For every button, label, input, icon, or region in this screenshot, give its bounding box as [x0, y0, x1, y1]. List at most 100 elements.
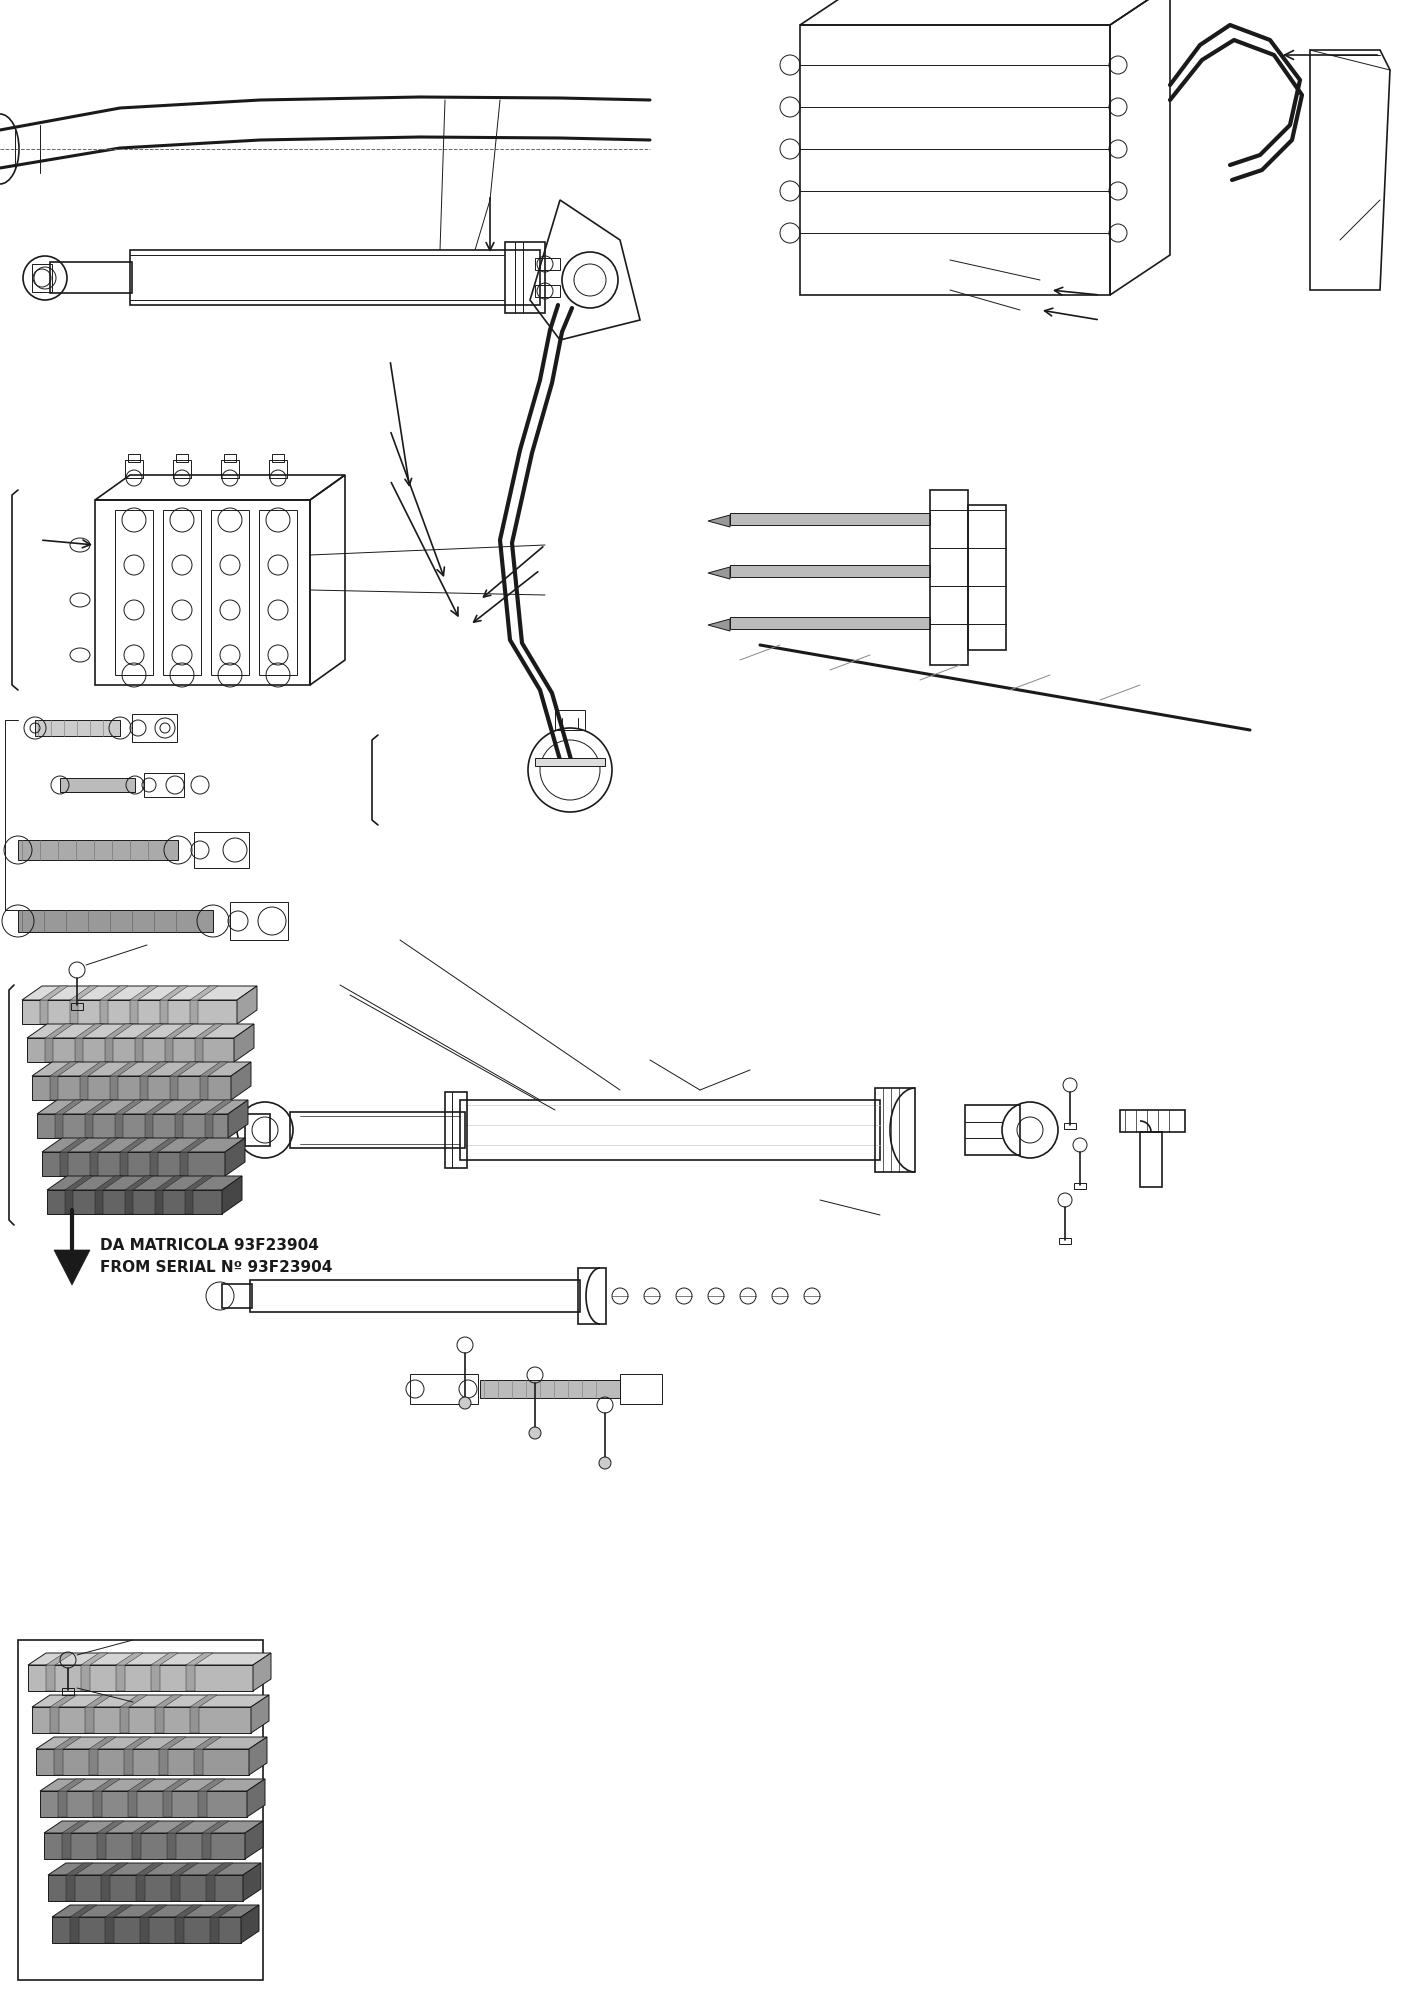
- Polygon shape: [152, 1664, 160, 1692]
- Polygon shape: [53, 1250, 90, 1286]
- Polygon shape: [46, 1652, 73, 1664]
- Polygon shape: [154, 1190, 163, 1214]
- Bar: [115, 510, 153, 676]
- Polygon shape: [100, 986, 128, 1000]
- Polygon shape: [205, 1114, 213, 1138]
- Bar: [125, 460, 143, 478]
- Polygon shape: [176, 1100, 204, 1114]
- Polygon shape: [117, 1664, 125, 1692]
- Polygon shape: [95, 1176, 124, 1190]
- Polygon shape: [154, 1696, 183, 1708]
- Polygon shape: [128, 1780, 154, 1792]
- Bar: [291, 1112, 465, 1148]
- Polygon shape: [74, 1038, 83, 1062]
- Polygon shape: [190, 1696, 218, 1708]
- Polygon shape: [81, 1652, 108, 1664]
- Polygon shape: [70, 986, 98, 1000]
- Polygon shape: [225, 1138, 246, 1176]
- Polygon shape: [39, 986, 67, 1000]
- Bar: [18, 840, 178, 860]
- Polygon shape: [159, 1736, 185, 1748]
- Bar: [875, 1088, 915, 1172]
- Bar: [230, 902, 288, 940]
- Polygon shape: [190, 1000, 198, 1024]
- Polygon shape: [190, 986, 218, 1000]
- Polygon shape: [185, 1664, 195, 1692]
- Polygon shape: [42, 1138, 246, 1152]
- Polygon shape: [105, 1916, 114, 1944]
- Polygon shape: [708, 514, 730, 526]
- Bar: [145, 772, 184, 796]
- Polygon shape: [48, 1876, 243, 1900]
- Bar: [250, 1280, 580, 1312]
- Polygon shape: [32, 1708, 251, 1732]
- Polygon shape: [135, 1024, 163, 1038]
- Bar: [410, 1374, 477, 1404]
- Polygon shape: [185, 1652, 213, 1664]
- Bar: [62, 1688, 74, 1696]
- Polygon shape: [70, 1000, 79, 1024]
- Polygon shape: [51, 1076, 58, 1100]
- Polygon shape: [199, 1062, 227, 1076]
- Polygon shape: [95, 1190, 102, 1214]
- Polygon shape: [52, 1904, 258, 1916]
- Polygon shape: [145, 1114, 153, 1138]
- Polygon shape: [53, 1736, 81, 1748]
- Polygon shape: [32, 1696, 270, 1708]
- Polygon shape: [88, 1736, 117, 1748]
- Polygon shape: [39, 1000, 48, 1024]
- Polygon shape: [80, 1076, 88, 1100]
- Bar: [132, 714, 177, 742]
- Polygon shape: [150, 1152, 159, 1176]
- Polygon shape: [211, 1904, 237, 1916]
- Polygon shape: [241, 1904, 258, 1944]
- Polygon shape: [234, 1024, 254, 1062]
- Polygon shape: [194, 1736, 220, 1748]
- Polygon shape: [167, 1820, 194, 1832]
- Polygon shape: [80, 1062, 108, 1076]
- Bar: [800, 24, 1111, 294]
- Bar: [18, 910, 213, 932]
- Polygon shape: [185, 1176, 213, 1190]
- Polygon shape: [39, 1780, 265, 1792]
- Polygon shape: [46, 1176, 241, 1190]
- Polygon shape: [202, 1832, 211, 1860]
- Bar: [18, 1640, 263, 1980]
- Polygon shape: [131, 1000, 138, 1024]
- Polygon shape: [93, 1792, 102, 1816]
- Bar: [1140, 1132, 1163, 1186]
- Polygon shape: [62, 1820, 88, 1832]
- Polygon shape: [27, 1038, 234, 1062]
- Bar: [60, 778, 135, 792]
- Polygon shape: [194, 1748, 204, 1776]
- Bar: [95, 500, 310, 684]
- Polygon shape: [152, 1652, 178, 1664]
- Bar: [222, 1284, 251, 1308]
- Polygon shape: [101, 1864, 128, 1876]
- Polygon shape: [55, 1100, 83, 1114]
- Polygon shape: [135, 1038, 143, 1062]
- Polygon shape: [205, 1100, 233, 1114]
- Bar: [1120, 1110, 1185, 1132]
- Polygon shape: [28, 1652, 271, 1664]
- Bar: [535, 758, 605, 766]
- Polygon shape: [45, 1024, 73, 1038]
- Bar: [194, 832, 249, 868]
- Polygon shape: [51, 1062, 79, 1076]
- Bar: [270, 460, 286, 478]
- Polygon shape: [176, 1114, 183, 1138]
- Polygon shape: [206, 1876, 215, 1900]
- Text: FROM SERIAL Nº 93F23904: FROM SERIAL Nº 93F23904: [100, 1260, 333, 1276]
- Bar: [730, 564, 929, 576]
- Polygon shape: [198, 1792, 206, 1816]
- Polygon shape: [65, 1176, 93, 1190]
- Polygon shape: [100, 1000, 108, 1024]
- Polygon shape: [119, 1138, 147, 1152]
- Polygon shape: [70, 1904, 97, 1916]
- Polygon shape: [117, 1652, 143, 1664]
- Bar: [1059, 1238, 1071, 1244]
- Polygon shape: [253, 1652, 271, 1692]
- Polygon shape: [136, 1864, 163, 1876]
- Circle shape: [529, 1428, 541, 1440]
- Bar: [621, 1374, 663, 1404]
